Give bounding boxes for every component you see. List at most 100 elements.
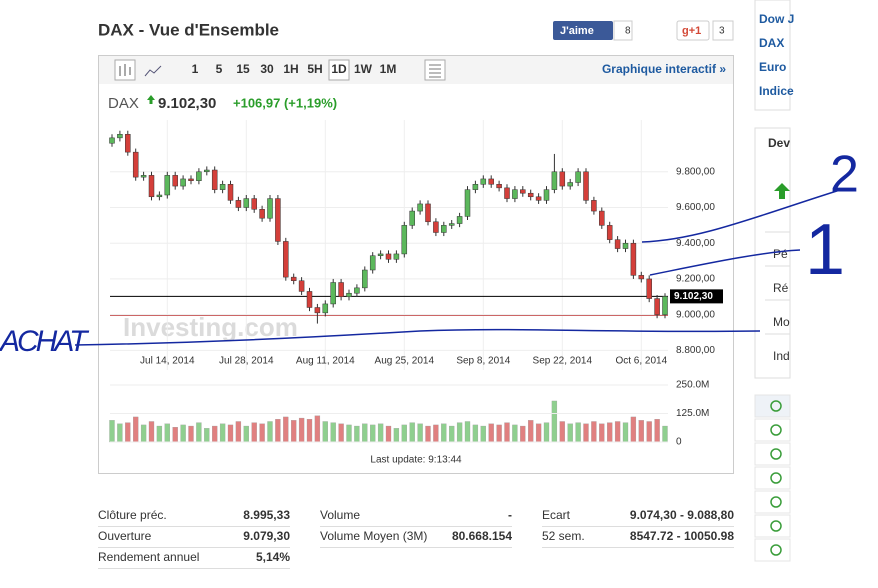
volume-bar (575, 422, 581, 443)
plus-label[interactable]: g+1 (682, 25, 701, 37)
line-icon[interactable] (144, 65, 162, 77)
candle-body (472, 184, 479, 190)
volume-tick-label: 250.0M (676, 380, 709, 391)
volume-bar (496, 424, 502, 443)
interval[interactable]: 30 (260, 62, 274, 76)
x-tick-label: Aug 25, 2014 (375, 356, 435, 367)
candle-body (512, 189, 518, 199)
sidebar-item (754, 442, 791, 466)
volume-bar (354, 425, 360, 443)
candle-body (606, 225, 613, 240)
sidebar: Dow J DAX Euro Indice Dev Pé Ré Mo Ind (754, 12, 794, 562)
volume-tick-label: 0 (676, 437, 682, 448)
volume-bar (433, 424, 439, 443)
annotation-two: 2 (830, 146, 859, 204)
candle-body (393, 253, 400, 260)
volume-bar (346, 424, 352, 443)
interval[interactable]: 1D (331, 62, 347, 76)
candle-icon-glyph (119, 64, 131, 76)
interval[interactable]: 5H (307, 62, 322, 76)
volume-bar (204, 428, 210, 443)
candle-body (346, 292, 352, 298)
clock-icon (770, 424, 782, 436)
volume-bar (188, 425, 194, 443)
clock-icon (770, 544, 782, 556)
clock-icon (770, 472, 782, 484)
sidebar-row: Pé (773, 247, 788, 261)
volume-bar (654, 419, 660, 443)
stats-label: Clôture préc. (98, 508, 167, 522)
volume-bar (362, 423, 368, 443)
volume-bar (614, 421, 621, 443)
candle-body (583, 171, 589, 201)
candle-body (243, 198, 250, 208)
handwritten-line-2 (641, 189, 841, 243)
interval[interactable]: 15 (236, 62, 250, 76)
volume-bar (417, 423, 423, 443)
candle-body (646, 278, 652, 299)
candle-body (535, 196, 542, 201)
volume-bar (219, 423, 226, 443)
interval[interactable]: 1 (192, 62, 199, 76)
x-tick-label: Sep 22, 2014 (533, 356, 593, 367)
volume-bar (464, 421, 471, 443)
sidebar-link[interactable]: Indice (759, 84, 794, 98)
clock-icon (770, 520, 782, 532)
candle-body (488, 178, 494, 185)
stats-value: 8.995,33 (243, 508, 290, 522)
candle-body (188, 178, 194, 181)
volume-bar (583, 423, 589, 443)
x-tick-label: Jul 14, 2014 (140, 356, 195, 367)
y-tick-label: 9.800,00 (676, 166, 715, 177)
like-count-box (613, 20, 633, 41)
sidebar-row: Mo (773, 315, 790, 329)
like-label[interactable]: J'aime (560, 25, 594, 37)
plus-button[interactable] (676, 20, 710, 41)
candle-body (409, 210, 415, 226)
volume-bar (456, 422, 463, 443)
sidebar-link[interactable]: DAX (759, 36, 784, 50)
volume-bar (528, 420, 534, 443)
annotation-one: 1 (805, 210, 845, 290)
handwritten-line (74, 328, 761, 346)
sidebar-arrow (774, 183, 790, 199)
stats-label: Ouverture (98, 529, 152, 543)
interval[interactable]: 1H (283, 62, 298, 76)
candle-body (354, 287, 360, 294)
sidebar-row: Ind (773, 349, 790, 363)
sidebar-link[interactable]: Euro (759, 60, 786, 74)
interval[interactable]: 1M (380, 62, 397, 76)
stats-table: Clôture préc. 8.995,33 Ouverture 9.079,30 Re… (98, 508, 734, 569)
quote-price: 9.102,30 (158, 95, 216, 112)
volume-bar (370, 424, 376, 443)
candle-body (654, 298, 660, 315)
candle-body (275, 198, 281, 242)
volume-bar (377, 423, 384, 443)
sidebar-links (754, 0, 791, 111)
candle-body (433, 221, 439, 233)
candle-body (156, 194, 163, 198)
volume-bar (156, 425, 163, 443)
last-price-label: 9.102,30 (674, 291, 713, 302)
interactive-link[interactable]: Graphique interactif » (602, 62, 726, 76)
candle-body (259, 209, 265, 219)
candle-body (417, 203, 423, 212)
quote-change: +106,97 (+1,19%) (233, 95, 337, 110)
plus-count: 3 (719, 26, 725, 37)
volume-bar (196, 422, 202, 443)
candle-body (527, 192, 534, 198)
sidebar-link[interactable]: Dow J (759, 12, 794, 26)
candle-body (456, 216, 463, 224)
volume-bar (425, 425, 431, 443)
interval[interactable]: 5 (216, 62, 223, 76)
volume-bar (504, 422, 510, 443)
interval[interactable]: 1W (354, 62, 373, 76)
like-button[interactable] (553, 21, 613, 40)
chart: Investing.com 8.800,00 9.000,00 9.200,00 9.4… (109, 120, 723, 466)
volume-bar (125, 422, 131, 443)
volume-bar (512, 424, 518, 443)
candle-body (267, 198, 273, 219)
y-tick-label: 9.200,00 (676, 274, 715, 285)
volume-bar (409, 422, 415, 443)
candle-body (306, 291, 313, 308)
